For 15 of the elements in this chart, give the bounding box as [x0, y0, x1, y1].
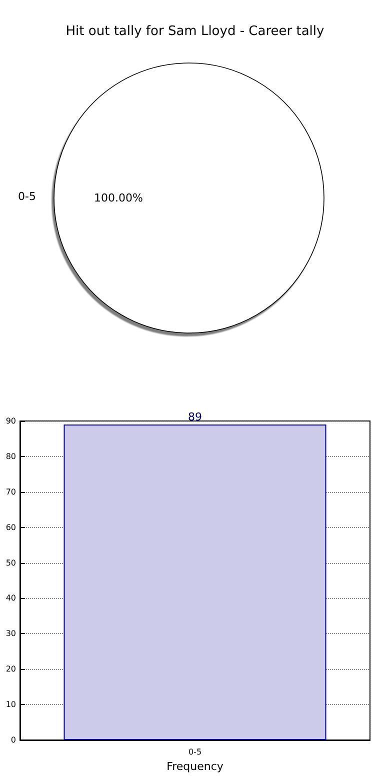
y-tick-label: 60 — [6, 522, 16, 532]
y-tick-label: 90 — [6, 416, 16, 426]
y-tick-label: 0 — [10, 736, 16, 744]
y-tick-label: 80 — [6, 452, 16, 461]
y-tick-label: 40 — [6, 594, 16, 603]
data-label: 100.00% — [94, 192, 143, 204]
y-tick-label: 20 — [6, 664, 16, 674]
y-tick-label: 10 — [6, 700, 16, 710]
y-tick-label: 70 — [6, 487, 16, 496]
chart-title: Hit out tally for Sam Lloyd - Career tally — [66, 24, 325, 39]
y-tick-label: 50 — [6, 558, 16, 568]
x-axis-title: Frequency — [166, 760, 224, 773]
data-label: 89 — [188, 410, 202, 424]
slice-label: 0-5 — [18, 190, 36, 203]
y-tick-label: 30 — [6, 629, 16, 638]
